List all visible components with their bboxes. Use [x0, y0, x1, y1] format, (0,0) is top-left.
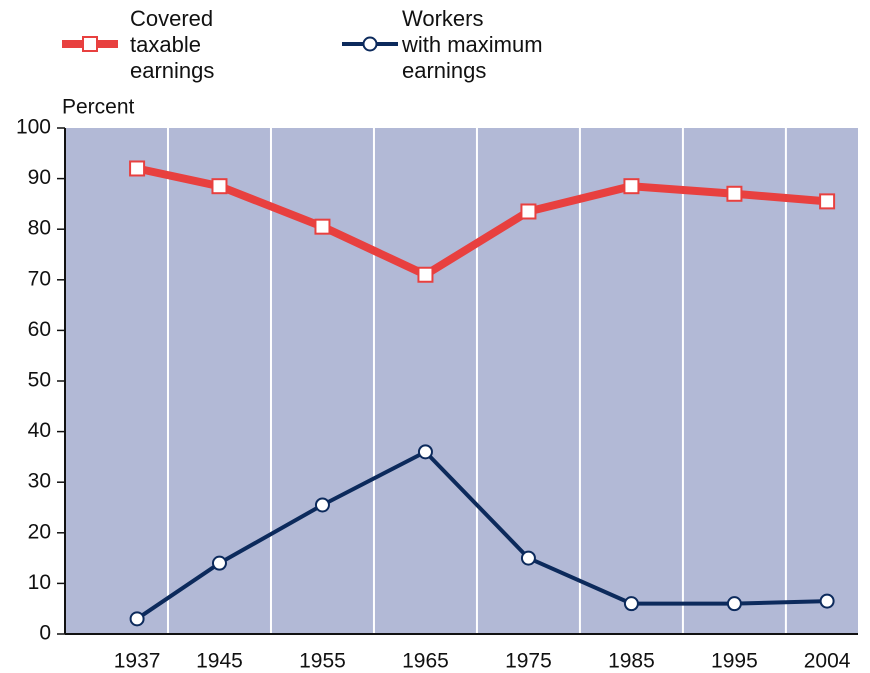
data-point — [417, 444, 433, 460]
data-point — [819, 593, 835, 609]
legend-label: Covered taxable earnings — [130, 6, 215, 83]
x-tick-label: 1945 — [196, 650, 243, 673]
x-tick-label: 1985 — [608, 650, 655, 673]
data-point — [819, 193, 836, 210]
y-tick-label: 70 — [28, 267, 51, 290]
series-line — [136, 164, 828, 279]
data-point — [520, 203, 537, 220]
x-tick-label: 1995 — [711, 650, 758, 673]
y-tick-label: 20 — [28, 520, 51, 543]
legend-marker — [362, 36, 378, 52]
x-tick-label: 1975 — [505, 650, 552, 673]
y-axis-label: Percent — [62, 96, 135, 119]
plot-area — [65, 128, 858, 634]
data-point — [417, 266, 434, 283]
y-tick-label: 90 — [28, 166, 51, 189]
y-tick-label: 40 — [28, 419, 51, 442]
data-point — [726, 185, 743, 202]
data-point — [129, 611, 145, 627]
data-point — [726, 596, 742, 612]
data-point — [211, 178, 228, 195]
data-point — [623, 596, 639, 612]
data-point — [314, 218, 331, 235]
y-tick-label: 30 — [28, 470, 51, 493]
y-tick-label: 0 — [39, 622, 51, 645]
y-tick-label: 10 — [28, 571, 51, 594]
y-tick-label: 50 — [28, 369, 51, 392]
x-tick-label: 1955 — [299, 650, 346, 673]
y-tick-label: 100 — [16, 116, 51, 139]
x-tick-label: 2004 — [804, 650, 851, 673]
x-tick-label: 1937 — [114, 650, 161, 673]
data-point — [129, 160, 146, 177]
data-point — [314, 497, 330, 513]
legend-label: Workers with maximum earnings — [402, 6, 543, 83]
data-point — [520, 550, 536, 566]
series-line — [135, 449, 828, 621]
y-tick-label: 80 — [28, 217, 51, 240]
data-point — [211, 555, 227, 571]
x-tick-label: 1965 — [402, 650, 449, 673]
y-tick-label: 60 — [28, 318, 51, 341]
legend-marker — [82, 36, 98, 52]
data-point — [623, 178, 640, 195]
